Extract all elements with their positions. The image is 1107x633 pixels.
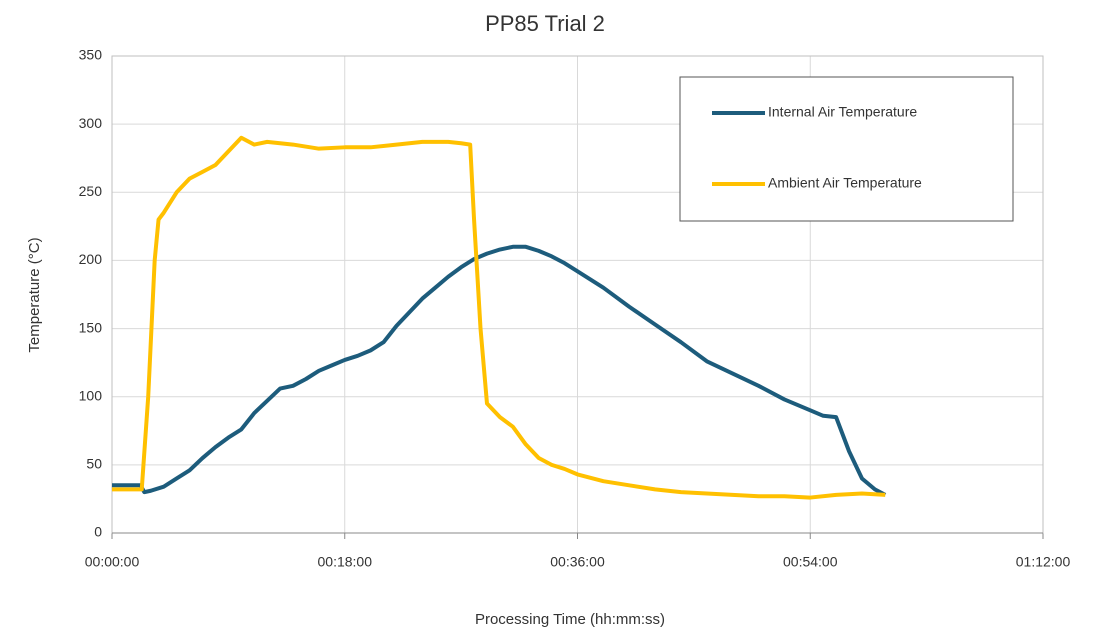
legend-box <box>679 76 1014 222</box>
legend-label: Internal Air Temperature <box>768 104 917 120</box>
y-tick-label: 350 <box>79 47 103 63</box>
y-tick-label: 0 <box>94 524 102 540</box>
y-tick-label: 100 <box>79 387 103 403</box>
x-tick-label: 00:18:00 <box>318 554 373 570</box>
legend-label: Ambient Air Temperature <box>768 175 922 191</box>
x-tick-label: 01:12:00 <box>1016 554 1071 570</box>
y-tick-label: 150 <box>79 319 103 335</box>
y-axis-label: Temperature (°C) <box>26 237 43 352</box>
x-tick-label: 00:54:00 <box>783 554 838 570</box>
y-tick-label: 50 <box>86 456 102 472</box>
x-axis-label: Processing Time (hh:mm:ss) <box>475 611 665 628</box>
y-tick-label: 200 <box>79 251 103 267</box>
y-tick-label: 300 <box>79 115 103 131</box>
y-tick-label: 250 <box>79 183 103 199</box>
line-series <box>112 244 887 497</box>
x-tick-label: 00:00:00 <box>85 554 140 570</box>
chart-title: PP85 Trial 2 <box>485 11 605 36</box>
line-series <box>112 135 886 500</box>
x-tick-label: 00:36:00 <box>550 554 605 570</box>
